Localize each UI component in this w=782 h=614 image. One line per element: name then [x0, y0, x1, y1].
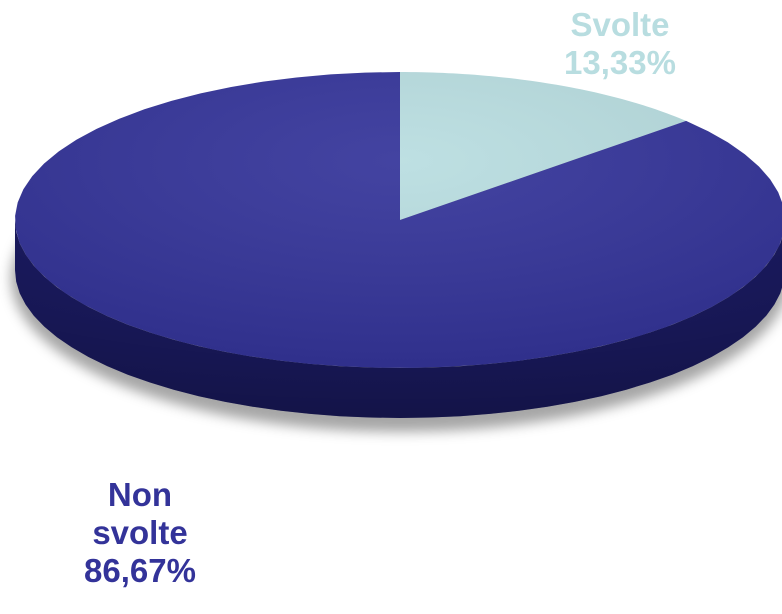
- slice-label-non-svolte-line-1: svolte: [92, 514, 187, 551]
- pie-top: [15, 72, 782, 368]
- slice-label-svolte-line-0: Svolte: [570, 6, 669, 43]
- slice-label-svolte-line-1: 13,33%: [564, 44, 676, 81]
- slice-label-non-svolte-line-0: Non: [108, 476, 172, 513]
- slice-label-non-svolte-line-2: 86,67%: [84, 552, 196, 589]
- pie-top-gloss: [15, 72, 782, 368]
- pie-side-non-svolte-shade: [15, 220, 782, 418]
- pie-side: [15, 220, 782, 418]
